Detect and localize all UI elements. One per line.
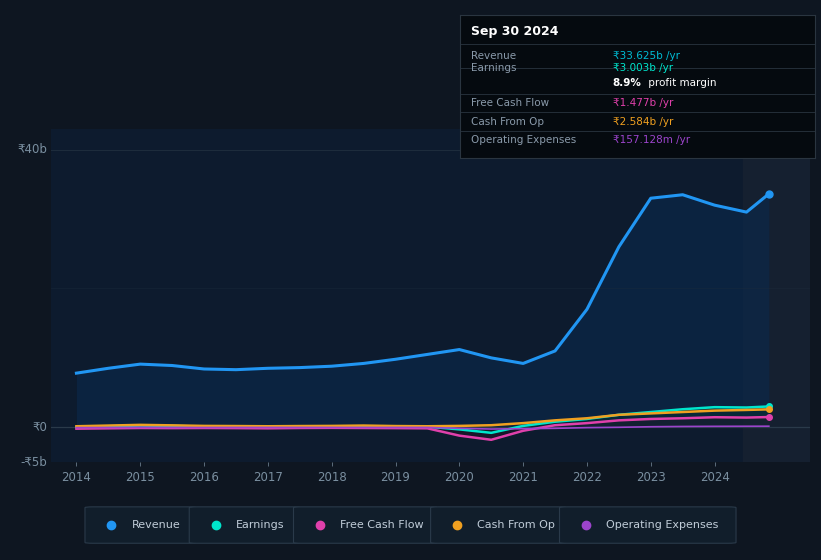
Text: Revenue: Revenue bbox=[470, 51, 516, 60]
Text: ₹40b: ₹40b bbox=[17, 143, 47, 156]
Text: ₹1.477b /yr: ₹1.477b /yr bbox=[612, 98, 673, 108]
Text: Earnings: Earnings bbox=[236, 520, 285, 530]
Text: Free Cash Flow: Free Cash Flow bbox=[341, 520, 424, 530]
FancyBboxPatch shape bbox=[189, 507, 300, 543]
Text: Cash From Op: Cash From Op bbox=[470, 116, 544, 127]
FancyBboxPatch shape bbox=[294, 507, 438, 543]
Bar bbox=[743, 129, 810, 462]
Text: Operating Expenses: Operating Expenses bbox=[470, 135, 576, 145]
FancyBboxPatch shape bbox=[85, 507, 195, 543]
Text: ₹33.625b /yr: ₹33.625b /yr bbox=[612, 51, 680, 60]
Text: Sep 30 2024: Sep 30 2024 bbox=[470, 25, 558, 38]
Text: ₹0: ₹0 bbox=[32, 421, 47, 434]
Text: Cash From Op: Cash From Op bbox=[478, 520, 555, 530]
Text: -₹5b: -₹5b bbox=[20, 455, 47, 469]
Text: ₹157.128m /yr: ₹157.128m /yr bbox=[612, 135, 690, 145]
Text: Revenue: Revenue bbox=[131, 520, 181, 530]
Text: ₹2.584b /yr: ₹2.584b /yr bbox=[612, 116, 673, 127]
FancyBboxPatch shape bbox=[430, 507, 566, 543]
Text: ₹3.003b /yr: ₹3.003b /yr bbox=[612, 63, 672, 73]
FancyBboxPatch shape bbox=[560, 507, 736, 543]
Text: profit margin: profit margin bbox=[644, 78, 716, 88]
Text: Free Cash Flow: Free Cash Flow bbox=[470, 98, 548, 108]
Text: 8.9%: 8.9% bbox=[612, 78, 641, 88]
Text: Operating Expenses: Operating Expenses bbox=[606, 520, 718, 530]
Text: Earnings: Earnings bbox=[470, 63, 516, 73]
